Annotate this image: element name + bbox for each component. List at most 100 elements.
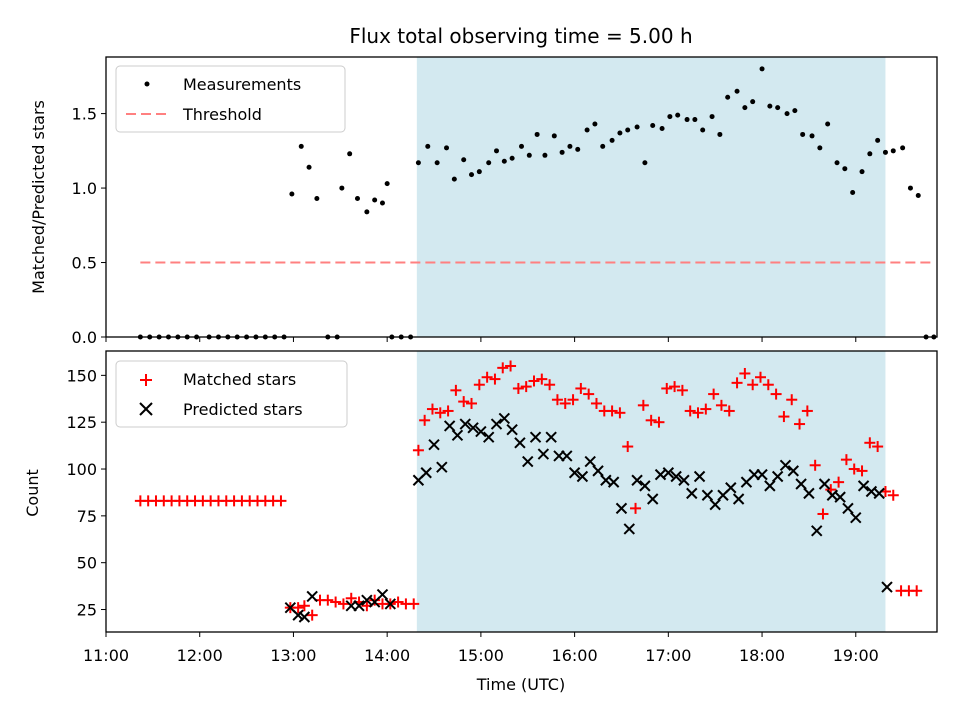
matched-star-point [645, 414, 657, 426]
measurement-point [451, 176, 457, 182]
matched-star-point [322, 594, 334, 606]
count-y-tick-label: 150 [66, 366, 97, 385]
measurement-point [634, 124, 640, 130]
measurement-point [617, 130, 623, 136]
matched-star-point [466, 397, 478, 409]
count-legend: Matched stars Predicted stars [115, 360, 348, 428]
measurement-point [379, 200, 385, 206]
x-tick-label: 12:00 [177, 646, 223, 665]
measurement-point [575, 146, 581, 152]
matched-star-point [520, 381, 532, 393]
matched-star-point [872, 441, 884, 453]
predicted-star-point [537, 448, 550, 460]
ratio-y-tick-label: 1.5 [72, 105, 97, 124]
matched-star-point [450, 384, 462, 396]
matched-star-point [754, 371, 766, 383]
measurement-point [684, 117, 690, 123]
predicted-star-point [693, 470, 706, 483]
measurement-point [915, 193, 921, 199]
measurement-point [859, 169, 865, 175]
matched-star-point [442, 405, 454, 417]
predicted-star-point [709, 498, 721, 511]
matched-star-point [676, 384, 688, 396]
predicted-star-point [803, 487, 815, 500]
measurement-point [625, 127, 631, 133]
measurement-point [298, 143, 304, 149]
measurement-point [725, 94, 731, 100]
measurement-point [759, 66, 765, 72]
measurement-point [534, 131, 540, 137]
measurement-point [659, 125, 665, 131]
measurement-point [882, 149, 888, 155]
measurement-point [834, 160, 840, 166]
predicted-star-point [764, 480, 776, 492]
measurement-point [709, 114, 715, 120]
matched-star-point [848, 463, 860, 475]
predicted-star-point [506, 423, 518, 436]
predicted-star-point [568, 467, 581, 479]
predicted-star-point [873, 487, 885, 500]
matched-star-point [551, 394, 563, 406]
x-tick-label: 15:00 [458, 646, 504, 665]
ratio-legend: Measurements Threshold [115, 65, 346, 133]
measurement-point [425, 143, 431, 149]
legend-matched-marker [140, 374, 152, 386]
matched-star-point [434, 407, 446, 419]
chart-title: Flux total observing time = 5.00 h [349, 24, 692, 48]
matched-star-point [700, 403, 712, 415]
predicted-star-point [662, 467, 675, 479]
measurement-point [717, 131, 723, 137]
legend-matched-label: Matched stars [183, 370, 296, 389]
x-tick-label: 19:00 [833, 646, 879, 665]
matched-star-point [731, 377, 743, 389]
matched-star-point [840, 454, 852, 466]
predicted-star-point [857, 480, 870, 492]
predicted-star-point [475, 425, 487, 438]
predicted-star-point [607, 476, 620, 488]
measurement-point [347, 151, 353, 157]
predicted-star-point [639, 480, 651, 492]
measurement-point [469, 172, 475, 178]
matched-star-point [614, 407, 626, 419]
matched-star-point [544, 379, 556, 391]
predicted-star-point [779, 459, 792, 471]
measurement-point [384, 181, 390, 187]
predicted-star-point [732, 493, 745, 505]
matched-star-point [306, 609, 318, 621]
matched-star-point [298, 600, 310, 612]
matched-star-point [864, 437, 876, 449]
measurement-point [817, 145, 823, 151]
predicted-star-point [490, 418, 503, 430]
measurement-point [354, 195, 360, 201]
matched-star-point [747, 379, 759, 391]
predicted-star-point [561, 450, 573, 462]
matched-star-point [809, 459, 821, 471]
legend-predicted-label: Predicted stars [183, 400, 303, 419]
matched-star-point [833, 476, 845, 488]
measurement-point [339, 185, 345, 191]
predicted-star-point [818, 478, 831, 490]
measurement-point [584, 127, 590, 133]
predicted-star-point [811, 525, 823, 537]
matched-star-point [512, 382, 524, 394]
x-axis-label: Time (UTC) [476, 675, 565, 694]
measurement-point [289, 191, 295, 197]
measurement-point [306, 164, 312, 170]
measurement-point [542, 152, 548, 158]
matched-star-point [392, 596, 404, 608]
matched-star-point [575, 382, 587, 394]
measurement-point [900, 145, 906, 151]
measurement-point [825, 121, 831, 127]
ratio-shaded-region [416, 57, 886, 337]
measurement-point [526, 152, 532, 158]
count-legend-box [115, 360, 348, 428]
x-tick-label: 17:00 [645, 646, 691, 665]
predicted-star-point [522, 455, 534, 468]
measurement-point [509, 155, 515, 161]
x-tick-label: 13:00 [270, 646, 316, 665]
measurement-point [809, 133, 815, 139]
measurement-point [501, 158, 507, 164]
matched-star-point [622, 441, 634, 453]
matched-star-point [856, 465, 868, 477]
matched-star-point [419, 414, 431, 426]
